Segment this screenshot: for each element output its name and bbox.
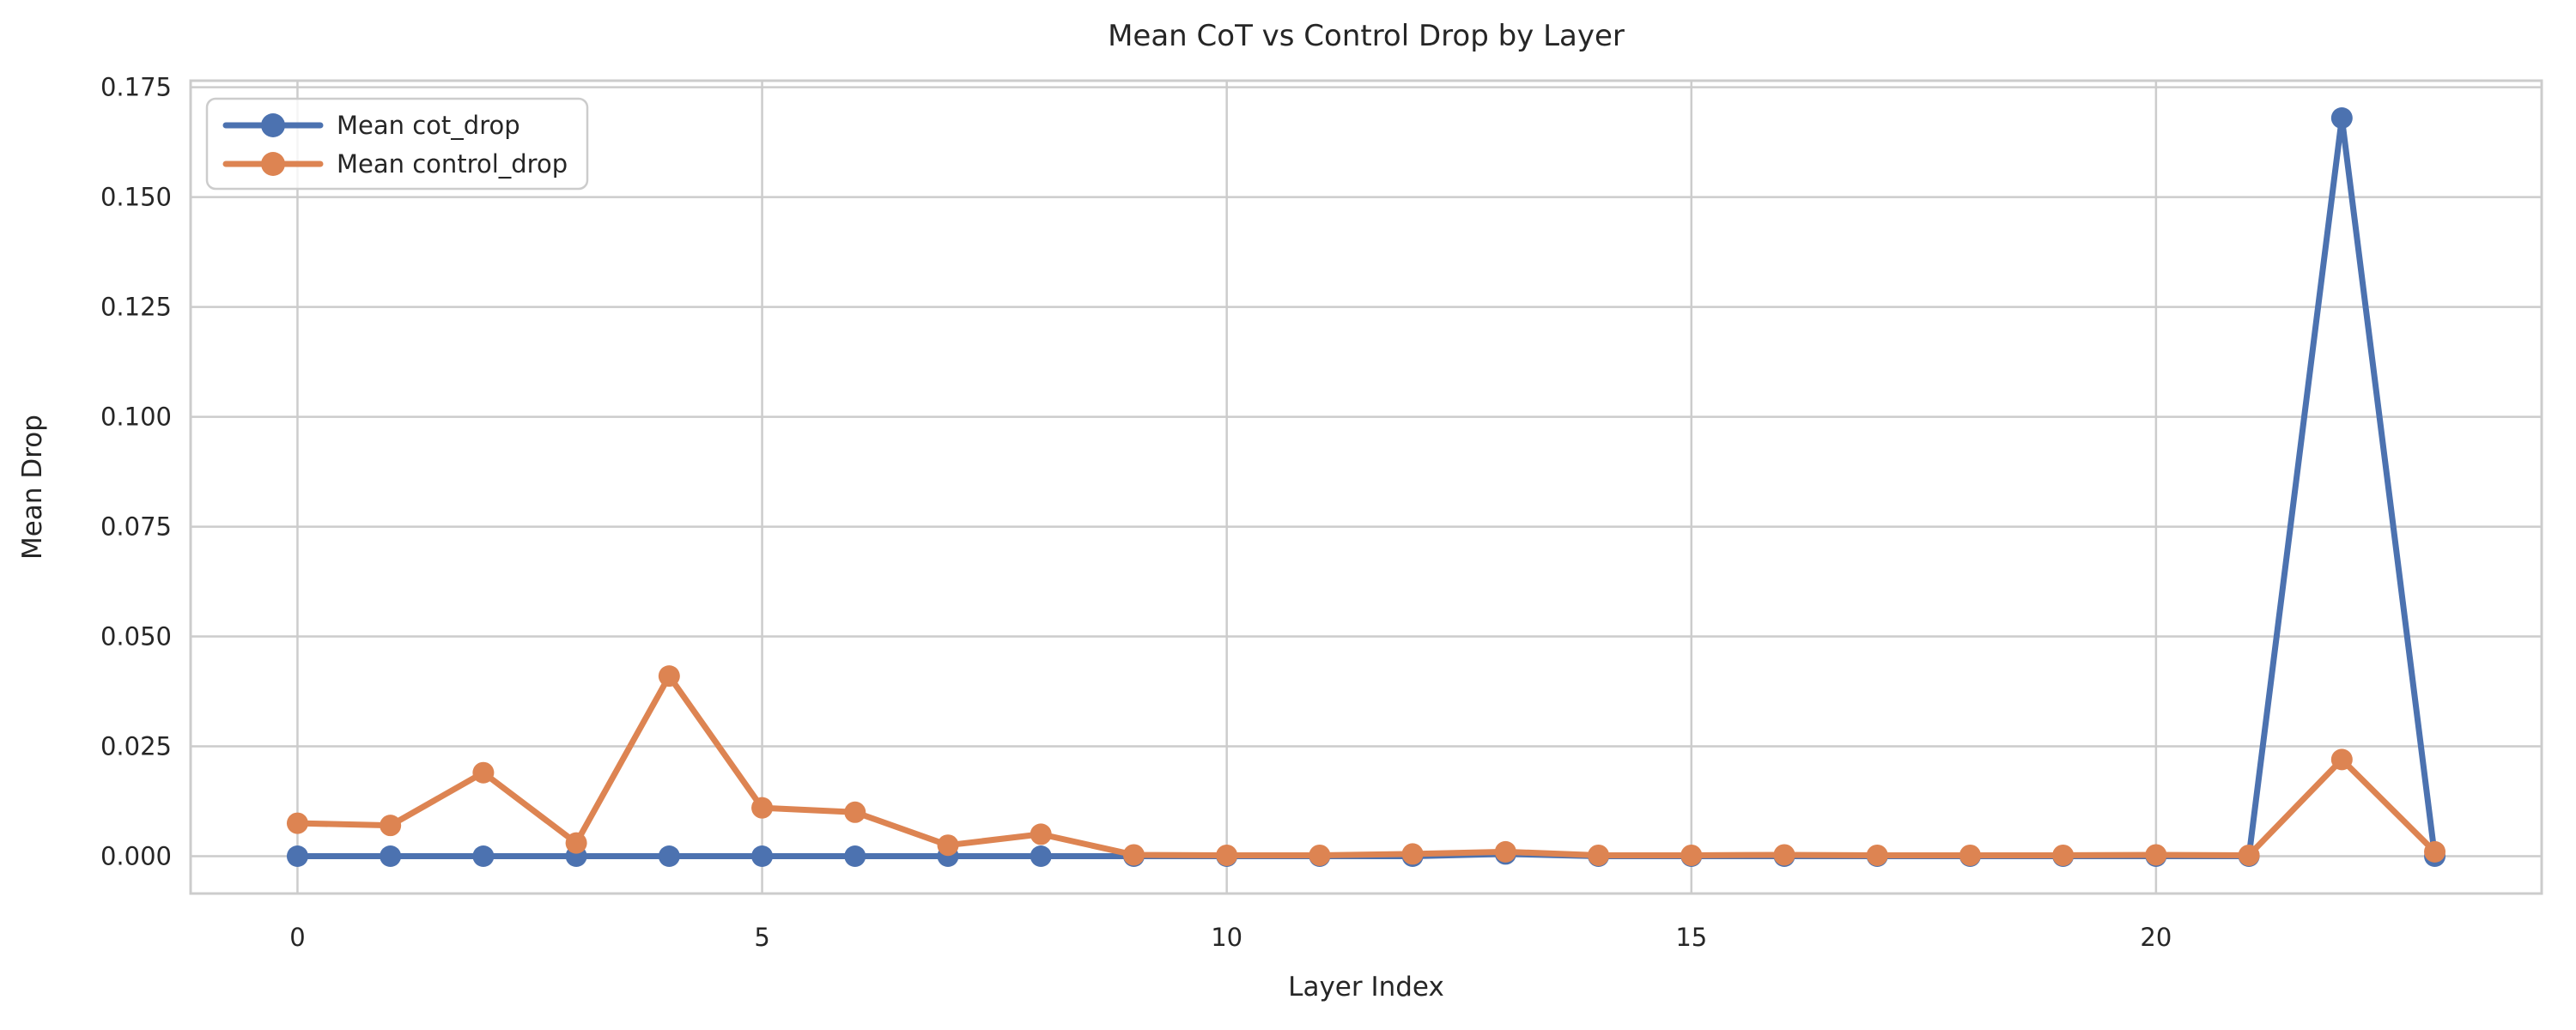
legend-label: Mean control_drop bbox=[337, 149, 568, 179]
data-point-mean-control-drop bbox=[1216, 844, 1238, 866]
data-point-mean-cot-drop bbox=[472, 845, 495, 867]
data-point-mean-cot-drop bbox=[751, 845, 774, 867]
chart-title: Mean CoT vs Control Drop by Layer bbox=[1108, 19, 1625, 53]
data-point-mean-control-drop bbox=[1494, 840, 1516, 863]
data-point-mean-cot-drop bbox=[844, 845, 866, 867]
data-point-mean-control-drop bbox=[2238, 844, 2260, 866]
x-tick-label: 10 bbox=[1211, 923, 1242, 952]
y-tick-label: 0.125 bbox=[100, 293, 172, 322]
data-point-mean-control-drop bbox=[1680, 844, 1703, 866]
x-tick-label: 0 bbox=[289, 923, 305, 952]
data-point-mean-control-drop bbox=[2330, 748, 2353, 771]
data-point-mean-control-drop bbox=[1122, 844, 1145, 866]
data-point-mean-control-drop bbox=[1588, 844, 1610, 866]
x-tick-label: 5 bbox=[754, 923, 769, 952]
data-point-mean-control-drop bbox=[844, 801, 866, 823]
series-mean-control-drop bbox=[286, 665, 2446, 866]
y-tick-label: 0.175 bbox=[100, 73, 172, 102]
data-point-mean-control-drop bbox=[658, 665, 680, 688]
data-point-mean-control-drop bbox=[472, 761, 495, 784]
y-tick-label: 0.100 bbox=[100, 403, 172, 432]
data-point-mean-control-drop bbox=[2052, 844, 2075, 866]
legend-marker bbox=[261, 152, 285, 176]
legend-label: Mean cot_drop bbox=[337, 111, 520, 140]
axes-frame bbox=[189, 79, 2543, 895]
data-point-mean-cot-drop bbox=[380, 845, 402, 867]
data-point-mean-control-drop bbox=[1866, 844, 1888, 866]
data-point-mean-control-drop bbox=[937, 834, 959, 857]
legend: Mean cot_drop Mean control_drop bbox=[205, 97, 589, 191]
y-tick-label: 0.050 bbox=[100, 622, 172, 651]
data-point-mean-cot-drop bbox=[2330, 107, 2353, 130]
data-point-mean-control-drop bbox=[380, 815, 402, 837]
data-point-mean-cot-drop bbox=[658, 845, 680, 867]
data-point-mean-control-drop bbox=[1030, 823, 1052, 845]
data-point-mean-control-drop bbox=[2424, 840, 2446, 863]
data-point-mean-control-drop bbox=[2145, 844, 2167, 866]
y-tick-label: 0.025 bbox=[100, 732, 172, 761]
data-point-mean-cot-drop bbox=[1030, 845, 1052, 867]
y-tick-label: 0.075 bbox=[100, 512, 172, 542]
legend-item-mean-cot-drop: Mean cot_drop bbox=[222, 111, 520, 140]
y-tick-label: 0.150 bbox=[100, 183, 172, 212]
data-point-mean-cot-drop bbox=[286, 845, 308, 867]
data-point-mean-control-drop bbox=[1773, 844, 1795, 866]
data-point-mean-control-drop bbox=[1959, 844, 1981, 866]
data-point-mean-control-drop bbox=[751, 797, 774, 819]
y-axis-label: Mean Drop bbox=[17, 415, 48, 560]
gridlines bbox=[191, 81, 2542, 894]
legend-item-mean-control-drop: Mean control_drop bbox=[222, 149, 568, 179]
data-point-mean-control-drop bbox=[1309, 844, 1331, 866]
data-point-mean-control-drop bbox=[1401, 843, 1424, 865]
data-point-mean-control-drop bbox=[565, 832, 587, 854]
x-tick-label: 15 bbox=[1675, 923, 1707, 952]
data-point-mean-control-drop bbox=[286, 812, 308, 834]
x-tick-label: 20 bbox=[2140, 923, 2172, 952]
y-tick-label: 0.000 bbox=[100, 841, 172, 870]
series-line-mean-control-drop bbox=[294, 673, 2439, 858]
x-axis-label: Layer Index bbox=[1288, 972, 1444, 1003]
legend-marker bbox=[261, 113, 285, 137]
